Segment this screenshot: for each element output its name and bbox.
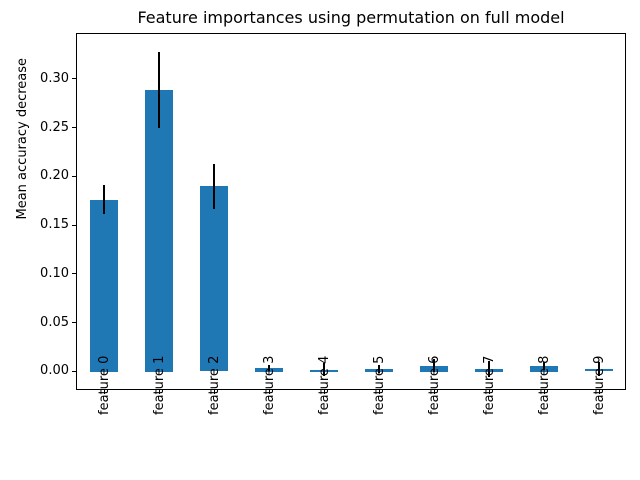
chart-title: Feature importances using permutation on… <box>137 8 565 27</box>
y-tick-label: 0.30 <box>40 71 69 86</box>
x-tick-mark <box>379 390 380 394</box>
x-tick-mark <box>104 390 105 394</box>
x-tick-label-feature-5: feature 5 <box>371 356 388 415</box>
bar-feature-1 <box>145 90 173 372</box>
x-tick-label-feature-1: feature 1 <box>151 356 168 415</box>
y-tick-label: 0.15 <box>40 217 69 232</box>
x-tick-label-feature-7: feature 7 <box>481 356 498 415</box>
errorbar-feature-6 <box>433 359 435 372</box>
x-tick-mark <box>159 390 160 394</box>
x-tick-label-text: feature 3 <box>261 356 278 415</box>
x-tick-label-feature-4: feature 4 <box>316 356 333 415</box>
errorbar-feature-2 <box>213 164 215 209</box>
errorbar-feature-5 <box>378 365 380 373</box>
x-tick-label-text: feature 8 <box>536 356 553 415</box>
x-tick-label-feature-0: feature 0 <box>96 356 113 415</box>
x-tick-mark <box>599 390 600 394</box>
x-tick-label-feature-9: feature 9 <box>591 356 608 415</box>
x-tick-mark <box>434 390 435 394</box>
x-tick-label-text: feature 6 <box>426 356 443 415</box>
x-tick-mark <box>214 390 215 394</box>
bar-feature-0 <box>90 200 118 372</box>
bar-feature-2 <box>200 186 228 371</box>
y-tick-mark <box>72 322 76 323</box>
x-tick-mark <box>489 390 490 394</box>
y-tick-label: 0.00 <box>40 363 69 378</box>
errorbar-feature-7 <box>488 361 490 377</box>
errorbar-feature-8 <box>543 362 545 370</box>
x-tick-label-feature-2: feature 2 <box>206 356 223 415</box>
x-tick-label-text: feature 9 <box>591 356 608 415</box>
y-tick-mark <box>72 127 76 128</box>
y-tick-label: 0.05 <box>40 315 69 330</box>
x-tick-label-text: feature 1 <box>151 356 168 415</box>
y-tick-mark <box>72 78 76 79</box>
y-tick-label: 0.10 <box>40 266 69 281</box>
x-tick-label-text: feature 4 <box>316 356 333 415</box>
x-tick-label-text: feature 7 <box>481 356 498 415</box>
y-tick-label: 0.20 <box>40 168 69 183</box>
x-tick-label-text: feature 5 <box>371 356 388 415</box>
errorbar-feature-1 <box>158 52 160 128</box>
y-tick-mark <box>72 225 76 226</box>
y-tick-mark <box>72 273 76 274</box>
x-tick-label-feature-6: feature 6 <box>426 356 443 415</box>
errorbar-feature-9 <box>598 362 600 376</box>
errorbar-feature-3 <box>268 365 270 371</box>
x-tick-label-feature-8: feature 8 <box>536 356 553 415</box>
y-tick-mark <box>72 176 76 177</box>
x-tick-label-feature-3: feature 3 <box>261 356 278 415</box>
x-tick-label-text: feature 2 <box>206 356 223 415</box>
y-tick-label: 0.25 <box>40 120 69 135</box>
x-tick-mark <box>324 390 325 394</box>
errorbar-feature-0 <box>103 185 105 214</box>
x-tick-mark <box>544 390 545 394</box>
x-tick-label-text: feature 0 <box>96 356 113 415</box>
x-tick-mark <box>269 390 270 394</box>
errorbar-feature-4 <box>323 363 325 376</box>
y-axis-label-wrap: Mean accuracy decrease <box>14 58 31 220</box>
y-tick-mark <box>72 371 76 372</box>
